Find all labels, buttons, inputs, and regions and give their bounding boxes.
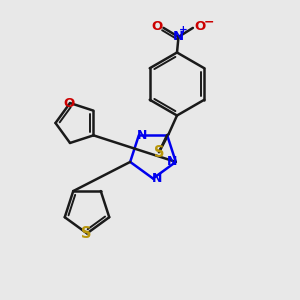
Text: S: S (81, 226, 92, 241)
Text: O: O (64, 97, 75, 110)
Text: N: N (167, 155, 177, 168)
Text: +: + (178, 25, 188, 35)
Text: N: N (137, 129, 148, 142)
Text: O: O (194, 20, 206, 33)
Text: −: − (203, 16, 214, 29)
Text: O: O (151, 20, 162, 33)
Text: N: N (152, 172, 162, 185)
Text: S: S (154, 145, 164, 160)
Text: N: N (173, 30, 184, 44)
